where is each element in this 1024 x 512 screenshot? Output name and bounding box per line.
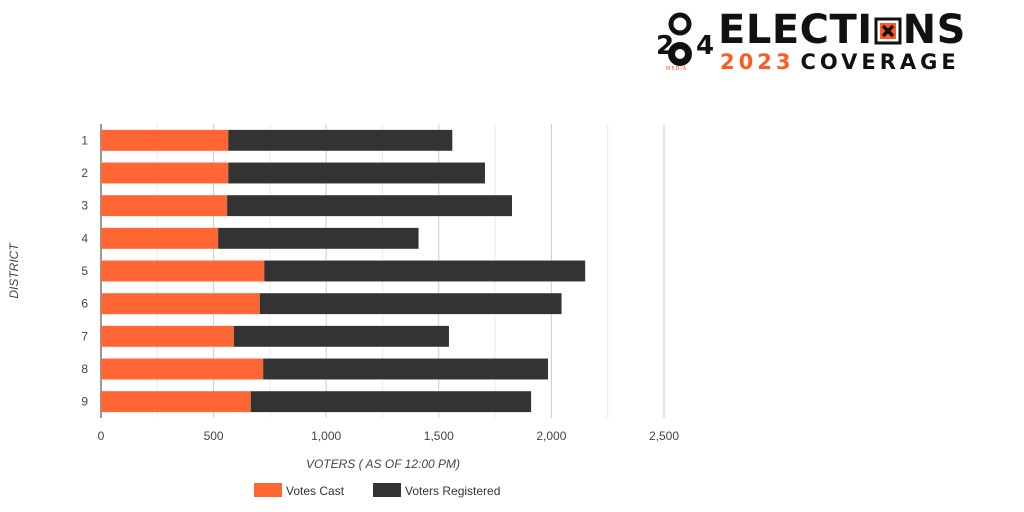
y-tick-label: 9 [81, 395, 88, 409]
logo-elections-post: NS [902, 7, 966, 53]
logo-ring-hole [675, 49, 685, 59]
bar-votes-cast [101, 358, 264, 380]
legend-label: Votes Cast [286, 484, 345, 498]
logo-subtitle: 2023 COVERAGE [720, 52, 960, 73]
y-axis-title: DISTRICT [7, 242, 21, 299]
logo-digit-four: 4 [696, 31, 714, 61]
logo-coverage: COVERAGE [800, 50, 960, 74]
y-tick-label: 5 [81, 264, 88, 278]
bars [101, 129, 586, 413]
ballot-x-icon [874, 17, 902, 45]
x-axis-title: VOTERS ( AS OF 12:00 PM) [306, 457, 460, 471]
x-tick-labels: 0 500 1,000 1,500 2,000 2,500 [98, 429, 680, 443]
bar-votes-cast [101, 391, 251, 413]
logo-elections-word: ELECTI NS [718, 10, 966, 50]
logo-media-label: MEDIA [666, 66, 688, 72]
bar-votes-cast [101, 162, 229, 184]
y-tick-label: 4 [81, 231, 88, 245]
legend: Votes Cast Voters Registered [254, 483, 500, 498]
x-tick-label: 1,500 [424, 429, 454, 443]
y-tick-label: 1 [81, 133, 88, 147]
bar-votes-cast [101, 325, 234, 347]
legend-label: Voters Registered [405, 484, 500, 498]
x-tick-label: 2,000 [536, 429, 566, 443]
y-tick-label: 2 [81, 166, 88, 180]
bar-voters-registered [233, 325, 449, 347]
logo-ring-top [668, 12, 692, 36]
bar-voters-registered [228, 162, 485, 184]
x-tick-label: 1,000 [311, 429, 341, 443]
y-tick-label: 6 [81, 297, 88, 311]
bar-voters-registered [259, 293, 562, 315]
logo-mark-icon: 2 4 [656, 12, 714, 66]
legend-swatch [373, 483, 401, 497]
logo-elections-pre: ELECTI [718, 7, 873, 53]
y-tick-labels: 1 2 3 4 5 6 7 8 9 [81, 133, 88, 408]
x-tick-label: 0 [98, 429, 105, 443]
bar-voters-registered [228, 129, 453, 151]
x-tick-label: 500 [204, 429, 224, 443]
bar-voters-registered [227, 195, 512, 217]
logo-year: 2023 [720, 50, 795, 74]
bar-votes-cast [101, 260, 265, 282]
bar-votes-cast [101, 293, 260, 315]
bar-voters-registered [218, 227, 419, 249]
bar-votes-cast [101, 227, 219, 249]
y-tick-label: 7 [81, 329, 88, 343]
bar-votes-cast [101, 195, 228, 217]
y-tick-label: 3 [81, 199, 88, 213]
y-tick-label: 8 [81, 362, 88, 376]
bar-votes-cast [101, 129, 229, 151]
legend-swatch [254, 483, 282, 497]
elections-logo: 2 4 MEDIA ELECTI NS 2023 COVERAGE [652, 8, 1002, 78]
bar-voters-registered [250, 391, 532, 413]
x-tick-label: 2,500 [649, 429, 679, 443]
bar-voters-registered [264, 260, 586, 282]
logo-digit-two: 2 [656, 31, 674, 61]
bar-voters-registered [263, 358, 549, 380]
